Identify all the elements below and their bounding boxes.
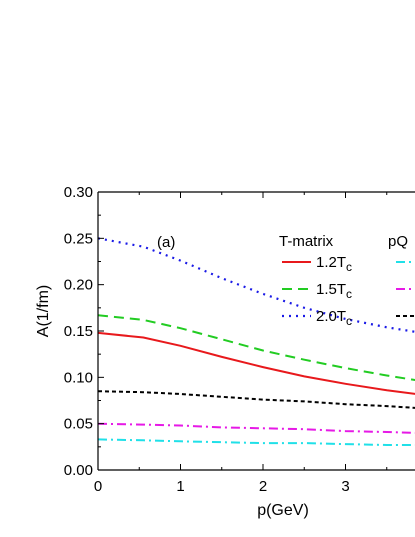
y-tick-label: 0.20 <box>64 277 93 294</box>
legend-label-0: 1.2Tc <box>316 254 352 274</box>
x-tick-label: 1 <box>176 478 184 495</box>
legend: T-matrix pQ 1.2Tc 1.5Tc 2.0Tc <box>279 233 415 328</box>
series-line-1 <box>98 314 415 382</box>
series-line-5 <box>98 390 415 409</box>
axes-layer: 0.00 0.05 0.10 0.15 0.20 0.25 0.30 0 1 2 3 <box>64 184 415 495</box>
y-tick-label: 0.10 <box>64 369 93 386</box>
x-tick-label: 0 <box>94 478 102 495</box>
y-tick-label: 0.15 <box>64 323 93 340</box>
series-line-0 <box>98 331 415 395</box>
series-line-2 <box>98 237 415 333</box>
legend-label-2: 2.0Tc <box>316 308 352 328</box>
y-tick-label: 0.25 <box>64 230 93 247</box>
x-tick-label: 3 <box>341 478 349 495</box>
series-line-3 <box>98 438 415 446</box>
legend-header-pq: pQ <box>388 233 408 250</box>
series-line-4 <box>98 422 415 434</box>
legend-header-tmatrix: T-matrix <box>279 233 334 250</box>
y-tick-label: 0.05 <box>64 416 93 433</box>
panel-label: (a) <box>157 234 175 251</box>
y-tick-label: 0.00 <box>64 462 93 479</box>
x-tick-label: 2 <box>259 478 267 495</box>
y-tick-label: 0.30 <box>64 184 93 201</box>
legend-label-1: 1.5Tc <box>316 281 352 301</box>
series-layer <box>98 237 415 446</box>
x-axis-label: p(GeV) <box>257 502 309 519</box>
y-axis-label: A(1/fm) <box>35 285 52 337</box>
